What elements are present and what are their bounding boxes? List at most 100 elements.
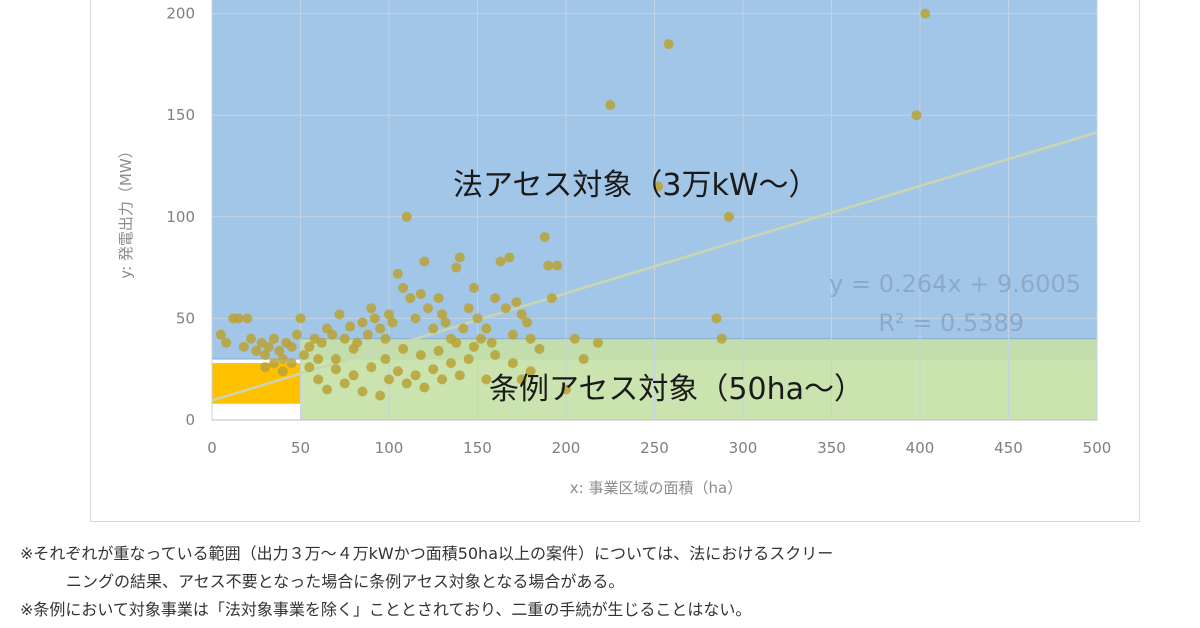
- data-point: [522, 317, 533, 328]
- data-point: [392, 366, 403, 377]
- trendline-equation: y = 0.264x + 9.6005: [829, 270, 1081, 298]
- data-point: [428, 323, 439, 334]
- data-point: [304, 341, 315, 352]
- data-point: [569, 333, 580, 344]
- data-point: [468, 282, 479, 293]
- region-label-law: 法アセス対象（3万kW～）: [453, 168, 819, 203]
- data-point: [454, 252, 465, 263]
- data-point: [242, 313, 253, 324]
- x-tick-label: 400: [906, 439, 935, 457]
- points-layer: [215, 8, 931, 401]
- data-point: [422, 303, 433, 314]
- x-tick-label: 150: [463, 439, 492, 457]
- data-point: [339, 378, 350, 389]
- footnotes: ※それぞれが重なっている範囲（出力３万～４万kWかつ面積50ha以上の案件）につ…: [20, 540, 1190, 624]
- data-point: [286, 341, 297, 352]
- x-tick-label: 300: [729, 439, 758, 457]
- y-tick-label: 50: [176, 309, 195, 327]
- data-point: [463, 303, 474, 314]
- data-point: [274, 345, 285, 356]
- data-point: [348, 370, 359, 381]
- y-axis-title: y: 発電出力（MW）: [117, 143, 135, 278]
- x-tick-label: 0: [207, 439, 217, 457]
- data-point: [380, 333, 391, 344]
- data-point: [384, 374, 394, 385]
- data-point: [415, 349, 426, 360]
- ticks-layer: 0 50 100 150 200 250 300 350 400 450 500 0 50 100 150 2…: [166, 5, 1111, 457]
- data-point: [546, 293, 557, 304]
- data-point: [500, 303, 511, 314]
- x-tick-label: 350: [817, 439, 846, 457]
- data-point: [304, 362, 315, 373]
- data-point: [330, 364, 341, 375]
- data-point: [437, 374, 448, 385]
- data-point: [369, 313, 380, 324]
- data-point: [410, 313, 421, 324]
- data-point: [490, 293, 501, 304]
- data-point: [415, 289, 426, 300]
- data-point: [245, 333, 256, 344]
- trendline-layer: [211, 131, 1098, 402]
- data-point: [330, 354, 341, 365]
- data-point: [605, 100, 616, 111]
- x-tick-label: 500: [1083, 439, 1112, 457]
- data-point: [392, 268, 403, 279]
- scatter-chart: 0 50 100 150 200 250 300 350 400 450 500 0 50 100 150 2…: [117, 0, 1111, 497]
- data-point: [362, 329, 373, 340]
- data-point: [380, 354, 391, 365]
- data-point: [345, 321, 356, 332]
- data-point: [539, 232, 550, 243]
- footnote-1: ※それぞれが重なっている範囲（出力３万～４万kWかつ面積50ha以上の案件）につ…: [20, 544, 834, 563]
- data-point: [663, 39, 674, 50]
- trendline-r-squared: R² = 0.5389: [878, 309, 1024, 337]
- data-point: [454, 370, 465, 381]
- data-point: [334, 309, 345, 320]
- data-point: [251, 345, 262, 356]
- data-point: [561, 384, 571, 395]
- data-point: [260, 349, 271, 360]
- data-point: [486, 337, 497, 348]
- chart-frame: 0 50 100 150 200 250 300 350 400 450 500 0 50 100 150 2…: [90, 0, 1140, 522]
- data-point: [419, 382, 430, 393]
- data-point: [440, 317, 451, 328]
- data-point: [516, 309, 527, 320]
- data-point: [592, 337, 603, 348]
- data-point: [419, 256, 430, 267]
- data-point: [711, 313, 722, 324]
- data-point: [375, 390, 386, 401]
- data-point: [357, 317, 368, 328]
- data-point: [920, 8, 931, 19]
- x-tick-label: 50: [291, 439, 310, 457]
- data-point: [366, 303, 377, 314]
- data-point: [260, 362, 271, 373]
- data-point: [653, 181, 664, 192]
- x-tick-label: 100: [375, 439, 404, 457]
- data-point: [525, 333, 536, 344]
- data-point: [215, 329, 226, 340]
- region-ordinance-assessment: [300, 338, 1098, 421]
- data-point: [525, 366, 536, 377]
- data-point: [428, 364, 439, 375]
- data-point: [233, 313, 244, 324]
- data-point: [410, 370, 421, 381]
- x-tick-label: 250: [640, 439, 669, 457]
- data-point: [384, 309, 394, 320]
- data-point: [366, 362, 377, 373]
- y-tick-label: 150: [166, 106, 195, 124]
- data-point: [268, 358, 279, 369]
- data-point: [433, 293, 444, 304]
- data-point: [495, 256, 506, 267]
- region-label-ordinance: 条例アセス対象（50ha～）: [489, 372, 864, 407]
- data-point: [437, 309, 448, 320]
- data-point: [463, 354, 474, 365]
- grid-layer: [211, 0, 1098, 421]
- data-point: [299, 349, 310, 360]
- data-point: [468, 341, 479, 352]
- data-point: [387, 317, 398, 328]
- data-point: [458, 323, 469, 334]
- data-point: [481, 323, 492, 334]
- data-point: [375, 323, 386, 334]
- data-point: [445, 358, 456, 369]
- y-tick-label: 0: [185, 411, 195, 429]
- data-point: [277, 354, 288, 365]
